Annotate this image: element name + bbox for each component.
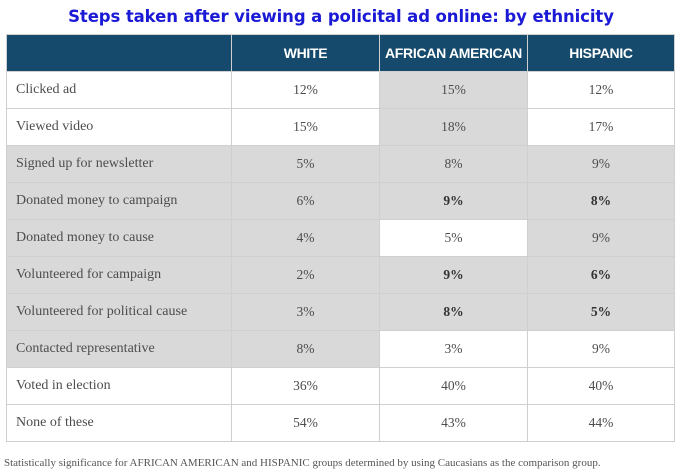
cell-white: 3% bbox=[231, 293, 380, 331]
row-label: Signed up for newsletter bbox=[6, 145, 232, 183]
cell-african-american: 8% bbox=[379, 293, 528, 331]
cell-hispanic: 17% bbox=[527, 108, 675, 146]
cell-african-american: 15% bbox=[379, 71, 528, 109]
row-label: Viewed video bbox=[6, 108, 232, 146]
cell-hispanic: 12% bbox=[527, 71, 675, 109]
cell-african-american: 9% bbox=[379, 256, 528, 294]
row-label: Volunteered for political cause bbox=[6, 293, 232, 331]
row-label: Volunteered for campaign bbox=[6, 256, 232, 294]
header-blank bbox=[6, 34, 232, 72]
cell-hispanic: 44% bbox=[527, 404, 675, 442]
row-label: Contacted representative bbox=[6, 330, 232, 368]
table-row: Donated money to cause 4% 5% 9% bbox=[6, 219, 675, 257]
chart-title: Steps taken after viewing a policital ad… bbox=[68, 7, 614, 26]
cell-african-american: 5% bbox=[379, 219, 528, 257]
cell-white: 15% bbox=[231, 108, 380, 146]
cell-white: 5% bbox=[231, 145, 380, 183]
cell-african-american: 8% bbox=[379, 145, 528, 183]
cell-hispanic: 40% bbox=[527, 367, 675, 405]
table-row: Viewed video 15% 18% 17% bbox=[6, 108, 675, 146]
cell-white: 36% bbox=[231, 367, 380, 405]
cell-african-american: 43% bbox=[379, 404, 528, 442]
cell-african-american: 9% bbox=[379, 182, 528, 220]
table-row: Signed up for newsletter 5% 8% 9% bbox=[6, 145, 675, 183]
cell-african-american: 40% bbox=[379, 367, 528, 405]
cell-hispanic: 9% bbox=[527, 219, 675, 257]
cell-hispanic: 9% bbox=[527, 330, 675, 368]
cell-white: 6% bbox=[231, 182, 380, 220]
row-label: Donated money to cause bbox=[6, 219, 232, 257]
cell-white: 4% bbox=[231, 219, 380, 257]
footnote: Statistically significance for AFRICAN A… bbox=[4, 457, 601, 469]
table-row: Contacted representative 8% 3% 9% bbox=[6, 330, 675, 368]
header-row: WHITE AFRICAN AMERICAN HISPANIC bbox=[6, 34, 675, 72]
row-label: Clicked ad bbox=[6, 71, 232, 109]
table-row: Volunteered for political cause 3% 8% 5% bbox=[6, 293, 675, 331]
cell-white: 2% bbox=[231, 256, 380, 294]
table-row: Volunteered for campaign 2% 9% 6% bbox=[6, 256, 675, 294]
header-hispanic: HISPANIC bbox=[527, 34, 675, 72]
ethnicity-table: WHITE AFRICAN AMERICAN HISPANIC Clicked … bbox=[6, 34, 675, 442]
cell-hispanic: 5% bbox=[527, 293, 675, 331]
cell-african-american: 18% bbox=[379, 108, 528, 146]
row-label: Donated money to campaign bbox=[6, 182, 232, 220]
cell-white: 8% bbox=[231, 330, 380, 368]
table-row: None of these 54% 43% 44% bbox=[6, 404, 675, 442]
table-row: Voted in election 36% 40% 40% bbox=[6, 367, 675, 405]
row-label: None of these bbox=[6, 404, 232, 442]
cell-hispanic: 6% bbox=[527, 256, 675, 294]
cell-white: 54% bbox=[231, 404, 380, 442]
table-row: Clicked ad 12% 15% 12% bbox=[6, 71, 675, 109]
header-african-american: AFRICAN AMERICAN bbox=[379, 34, 528, 72]
cell-hispanic: 9% bbox=[527, 145, 675, 183]
cell-white: 12% bbox=[231, 71, 380, 109]
cell-hispanic: 8% bbox=[527, 182, 675, 220]
table-row: Donated money to campaign 6% 9% 8% bbox=[6, 182, 675, 220]
row-label: Voted in election bbox=[6, 367, 232, 405]
cell-african-american: 3% bbox=[379, 330, 528, 368]
table-body: Clicked ad 12% 15% 12% Viewed video 15% 18% 17%… bbox=[6, 71, 675, 442]
header-white: WHITE bbox=[231, 34, 380, 72]
